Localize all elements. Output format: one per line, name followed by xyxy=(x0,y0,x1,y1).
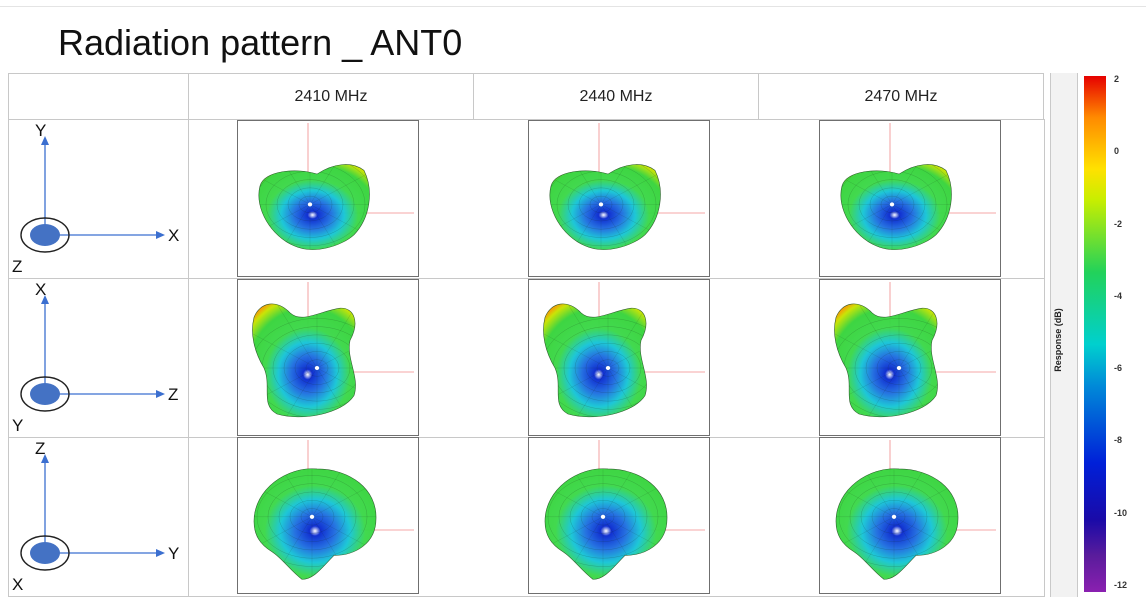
axis-diagram: Z Y X xyxy=(12,439,179,594)
colorbar-tick-label: -10 xyxy=(1114,507,1128,518)
axis-label-up: X xyxy=(35,280,46,299)
column-header: 2410 MHz xyxy=(188,73,474,120)
colorbar-tick-label: -8 xyxy=(1114,435,1123,446)
origin-marker xyxy=(598,202,604,207)
origin-marker xyxy=(889,202,895,207)
out-of-plane-ring xyxy=(20,535,70,571)
pattern-surface xyxy=(252,303,356,418)
colorbar xyxy=(1084,76,1106,592)
origin-marker xyxy=(600,514,606,519)
origin-marker xyxy=(314,365,320,371)
colorbar-tick-label: -4 xyxy=(1114,290,1123,301)
out-of-plane-dot xyxy=(30,383,60,405)
radiation-pattern-plot xyxy=(819,437,1001,594)
pattern-surface xyxy=(834,303,938,418)
colorbar-tick-label: -12 xyxy=(1114,580,1128,590)
out-of-plane-ring xyxy=(20,217,70,253)
pattern-surface xyxy=(258,164,370,250)
origin-marker xyxy=(896,365,902,371)
pattern-surface xyxy=(549,164,661,250)
axis-label-right: X xyxy=(168,226,179,245)
radiation-pattern-plot xyxy=(237,120,419,277)
origin-marker xyxy=(605,365,611,371)
out-of-plane-dot xyxy=(30,542,60,564)
pattern-surface xyxy=(543,303,647,418)
axis-label-right: Y xyxy=(168,544,179,563)
origin-marker xyxy=(309,514,315,519)
colorbar-tick-label: -6 xyxy=(1114,363,1123,374)
radiation-pattern-plot xyxy=(237,437,419,594)
axis-label-out: Z xyxy=(12,257,22,276)
pattern-surface xyxy=(840,164,952,250)
radiation-pattern-plot xyxy=(819,120,1001,277)
colorbar-tick-label: 2 xyxy=(1114,74,1120,84)
axis-label-right: Z xyxy=(168,385,178,404)
colorbar-tick-label: -2 xyxy=(1114,218,1123,229)
colorbar-axis-panel xyxy=(1050,73,1078,597)
radiation-pattern-plot xyxy=(528,437,710,594)
axis-label-out: X xyxy=(12,575,23,594)
axis-orientation-row2: X Z Y xyxy=(8,278,189,438)
radiation-pattern-plot xyxy=(528,120,710,277)
top-rule xyxy=(0,6,1146,7)
axis-label-up: Z xyxy=(35,439,45,458)
column-header: 2470 MHz xyxy=(758,73,1044,120)
corner-cell xyxy=(8,73,189,120)
origin-marker xyxy=(891,514,897,519)
pattern-surface xyxy=(835,468,959,580)
radiation-pattern-plot xyxy=(237,279,419,436)
pattern-surface xyxy=(253,468,377,580)
out-of-plane-ring xyxy=(20,376,70,412)
axis-diagram: Y X Z xyxy=(12,121,179,276)
out-of-plane-dot xyxy=(30,224,60,246)
axis-label-up: Y xyxy=(35,121,46,140)
colorbar-tick-label: 0 xyxy=(1114,146,1120,157)
page-title: Radiation pattern _ ANT0 xyxy=(58,22,463,63)
radiation-pattern-plot xyxy=(528,279,710,436)
colorbar-label: Response (dB) xyxy=(1053,308,1063,372)
axis-orientation-row3: Z Y X xyxy=(8,437,189,597)
origin-marker xyxy=(307,202,313,207)
axis-diagram: X Z Y xyxy=(12,280,178,435)
axis-label-out: Y xyxy=(12,416,23,435)
radiation-pattern-plot xyxy=(819,279,1001,436)
axis-orientation-row1: Y X Z xyxy=(8,119,189,279)
pattern-surface xyxy=(544,468,668,580)
column-header: 2440 MHz xyxy=(473,73,759,120)
